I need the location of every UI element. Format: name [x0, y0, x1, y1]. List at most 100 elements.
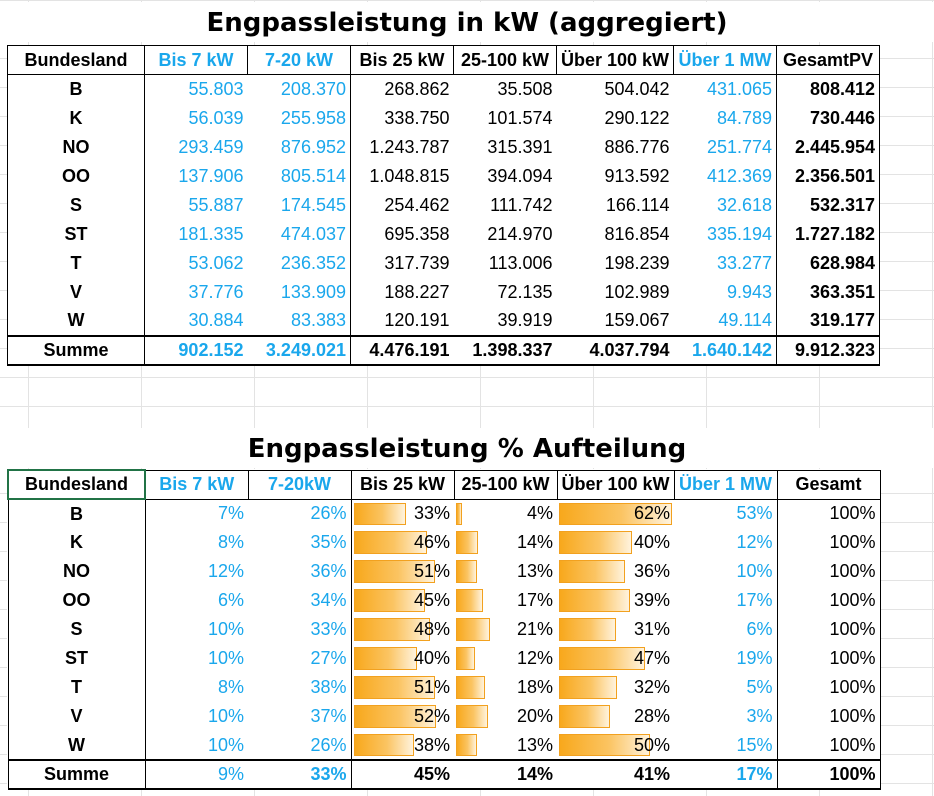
cell-bundesland[interactable]: K	[7, 528, 145, 557]
cell-bis-25kw[interactable]: 317.739	[350, 248, 454, 278]
column-header-25-100kw[interactable]: 25-100 kW	[453, 469, 558, 500]
cell-ueber-1mw[interactable]: 33.277	[716, 252, 773, 273]
cell-bis-25kw[interactable]: 38%	[350, 731, 454, 760]
cell-gesamt[interactable]: 2.445.954	[776, 132, 881, 162]
cell-bis-25kw[interactable]: 338.750	[350, 103, 454, 133]
column-header-ueber-100kw[interactable]: Über 100 kW	[556, 469, 675, 500]
column-header-bis-7kw[interactable]: Bis 7 kW	[144, 469, 249, 500]
cell-ueber-1mw[interactable]: 5%	[746, 677, 773, 697]
cell-25-100kw[interactable]: 18%	[454, 673, 557, 702]
cell-ueber-1mw[interactable]: 251.774	[706, 136, 773, 157]
cell-bundesland[interactable]: S	[7, 190, 145, 220]
cell-bundesland[interactable]: W	[7, 306, 145, 336]
cell-bis-7kw[interactable]: 56.039	[144, 103, 248, 133]
cell-ueber-1mw[interactable]: 84.789	[716, 107, 773, 128]
column-header-25-100kw[interactable]: 25-100 kW	[453, 45, 557, 75]
cell-bundesland[interactable]: NO	[7, 132, 145, 162]
cell-bis-25kw[interactable]: 51%	[350, 557, 454, 586]
cell-ueber-100kw[interactable]: 40%	[557, 528, 674, 557]
cell-gesamt[interactable]: 100%	[776, 499, 881, 528]
column-header-bis-25kw[interactable]: Bis 25 kW	[350, 45, 454, 75]
sum-ueber-100kw[interactable]: 41%	[557, 759, 675, 790]
cell-ueber-100kw[interactable]: 102.989	[604, 281, 670, 302]
cell-25-100kw[interactable]: 72.135	[497, 281, 553, 302]
cell-ueber-1mw[interactable]: 10%	[736, 561, 773, 581]
cell-25-100kw[interactable]: 20%	[454, 702, 557, 731]
cell-bis-7kw[interactable]: 10%	[144, 644, 248, 673]
cell-7-20kw[interactable]: 876.952	[280, 136, 346, 157]
cell-ueber-100kw[interactable]: 50%	[557, 731, 674, 760]
cell-25-100kw[interactable]: 13%	[454, 731, 557, 760]
cell-ueber-100kw[interactable]: 166.114	[605, 194, 670, 215]
cell-gesamt[interactable]: 100%	[776, 557, 881, 586]
cell-bundesland[interactable]: T	[7, 673, 145, 702]
cell-25-100kw[interactable]: 111.742	[490, 194, 553, 215]
cell-7-20kw[interactable]: 236.352	[280, 252, 346, 273]
cell-bundesland[interactable]: S	[7, 615, 145, 644]
cell-7-20kw[interactable]: 208.370	[280, 78, 346, 99]
cell-bundesland[interactable]: ST	[7, 644, 145, 673]
cell-ueber-1mw[interactable]: 15%	[736, 734, 773, 755]
column-header-bis-25kw[interactable]: Bis 25 kW	[350, 469, 455, 500]
cell-25-100kw[interactable]: 12%	[454, 644, 557, 673]
column-header-ueber-1mw[interactable]: Über 1 MW	[673, 45, 778, 75]
cell-bis-7kw[interactable]: 10%	[144, 731, 248, 760]
cell-bundesland[interactable]: K	[7, 103, 145, 133]
cell-gesamt[interactable]: 100%	[776, 528, 881, 557]
cell-25-100kw[interactable]: 101.574	[487, 107, 553, 128]
cell-bis-7kw[interactable]: 293.459	[144, 132, 248, 162]
cell-bis-25kw[interactable]: 1.048.815	[350, 161, 454, 191]
cell-bis-7kw[interactable]: 55.803	[144, 74, 248, 104]
cell-bis-7kw[interactable]: 30.884	[144, 306, 248, 336]
cell-7-20kw[interactable]: 33%	[310, 619, 347, 639]
cell-ueber-100kw[interactable]: 290.122	[604, 107, 670, 128]
cell-ueber-100kw[interactable]: 31%	[557, 615, 674, 644]
cell-25-100kw[interactable]: 214.970	[487, 223, 553, 244]
cell-ueber-1mw[interactable]: 6%	[746, 619, 773, 639]
cell-25-100kw[interactable]: 394.094	[487, 165, 553, 186]
cell-gesamt[interactable]: 100%	[776, 673, 881, 702]
sum-ueber-1mw[interactable]: 17%	[674, 759, 778, 790]
cell-7-20kw[interactable]: 26%	[310, 734, 347, 755]
cell-7-20kw[interactable]: 37%	[310, 706, 347, 726]
cell-25-100kw[interactable]: 21%	[454, 615, 557, 644]
cell-7-20kw[interactable]: 36%	[310, 561, 347, 581]
cell-ueber-100kw[interactable]: 913.592	[604, 165, 670, 186]
cell-25-100kw[interactable]: 14%	[454, 528, 557, 557]
cell-bis-25kw[interactable]: 188.227	[350, 277, 454, 307]
cell-bis-25kw[interactable]: 1.243.787	[350, 132, 454, 162]
cell-bundesland[interactable]: NO	[7, 557, 145, 586]
cell-bundesland[interactable]: OO	[7, 586, 145, 615]
cell-ueber-1mw[interactable]: 49.114	[718, 310, 773, 330]
cell-bis-7kw[interactable]: 8%	[144, 673, 248, 702]
cell-gesamt[interactable]: 532.317	[776, 190, 881, 220]
cell-gesamt[interactable]: 363.351	[776, 277, 881, 307]
column-header-gesamt[interactable]: GesamtPV	[776, 45, 881, 75]
cell-ueber-1mw[interactable]: 3%	[746, 706, 773, 726]
cell-bis-25kw[interactable]: 45%	[350, 586, 454, 615]
cell-bis-7kw[interactable]: 7%	[144, 499, 248, 528]
cell-bundesland[interactable]: V	[7, 702, 145, 731]
cell-bis-7kw[interactable]: 37.776	[144, 277, 248, 307]
cell-25-100kw[interactable]: 4%	[454, 499, 557, 528]
cell-bis-25kw[interactable]: 254.462	[350, 190, 454, 220]
sum-gesamt[interactable]: 100%	[776, 759, 881, 790]
cell-bundesland[interactable]: ST	[7, 219, 145, 249]
cell-bundesland[interactable]: OO	[7, 161, 145, 191]
cell-bis-25kw[interactable]: 120.191	[350, 306, 454, 336]
column-header-gesamt[interactable]: Gesamt	[776, 469, 881, 500]
cell-ueber-1mw[interactable]: 53%	[736, 503, 773, 524]
cell-7-20kw[interactable]: 255.958	[280, 107, 346, 128]
cell-gesamt[interactable]: 628.984	[776, 248, 881, 278]
cell-25-100kw[interactable]: 315.391	[487, 136, 553, 157]
sum-bis-7kw[interactable]: 9%	[144, 759, 248, 790]
cell-7-20kw[interactable]: 83.383	[290, 310, 346, 330]
sum-bis-7kw[interactable]: 902.152	[144, 334, 248, 366]
column-header-bundesland[interactable]: Bundesland	[7, 45, 145, 75]
cell-bis-25kw[interactable]: 48%	[350, 615, 454, 644]
cell-25-100kw[interactable]: 17%	[454, 586, 557, 615]
cell-ueber-100kw[interactable]: 816.854	[604, 223, 670, 244]
cell-bis-25kw[interactable]: 33%	[350, 499, 454, 528]
cell-7-20kw[interactable]: 27%	[310, 648, 347, 668]
cell-ueber-100kw[interactable]: 36%	[557, 557, 674, 586]
